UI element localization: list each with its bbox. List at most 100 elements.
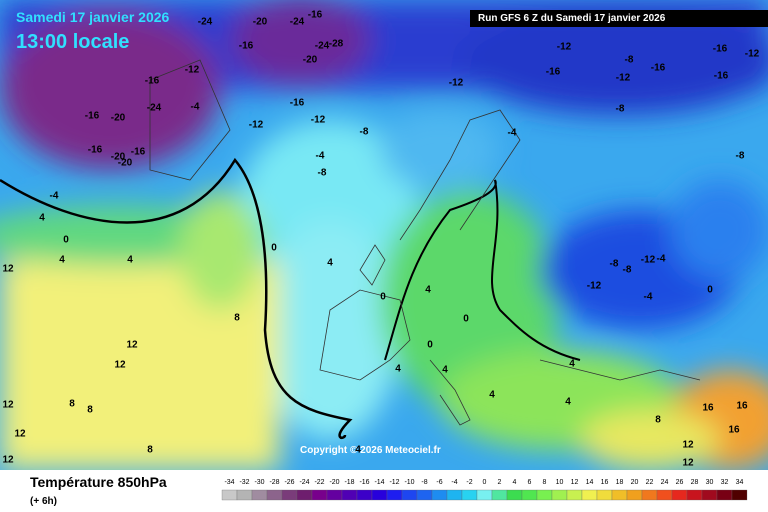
legend-swatch: [461, 489, 478, 501]
contour-label: 0: [707, 285, 713, 296]
contour-label: 12: [14, 429, 26, 440]
contour-label: -20: [111, 152, 126, 163]
contour-label: -8: [318, 168, 327, 179]
contour-label: 8: [87, 405, 93, 416]
contour-label: 8: [655, 415, 661, 426]
contour-label: -16: [308, 10, 323, 21]
contour-label: -16: [85, 111, 100, 122]
contour-label: -12: [641, 255, 656, 266]
legend-swatch: [341, 489, 358, 501]
contour-label: 0: [463, 314, 469, 325]
legend-label: 24: [661, 479, 669, 486]
legend-label: 26: [676, 479, 684, 486]
contour-label: -12: [449, 78, 464, 89]
contour-label: -16: [131, 147, 146, 158]
legend-label: 30: [706, 479, 714, 486]
contour-label: -12: [311, 115, 326, 126]
legend-label: -26: [284, 479, 294, 486]
legend-label: -24: [299, 479, 309, 486]
contour-label: 8: [69, 399, 75, 410]
contour-label: 4: [489, 390, 495, 401]
contour-label: 16: [702, 403, 714, 414]
legend-label: 28: [691, 479, 699, 486]
contour-label: -16: [239, 41, 254, 52]
contour-label: 0: [63, 235, 69, 246]
legend-label: 14: [586, 479, 594, 486]
legend-label: 0: [483, 479, 487, 486]
legend-swatch: [221, 489, 238, 501]
contour-label: -4: [191, 102, 200, 113]
contour-label: 16: [736, 401, 748, 412]
contour-label: 4: [425, 285, 431, 296]
lead-time: (+ 6h): [30, 496, 57, 507]
copyright: Copyright © 2026 Meteociel.fr: [300, 445, 441, 456]
legend-label: 12: [571, 479, 579, 486]
legend-swatch: [716, 489, 733, 501]
legend-swatch: [251, 489, 268, 501]
legend-swatch: [446, 489, 463, 501]
contour-label: 4: [39, 213, 45, 224]
legend-label: 8: [543, 479, 547, 486]
contour-label: -4: [316, 151, 325, 162]
legend-label: -16: [359, 479, 369, 486]
run-box: [470, 10, 768, 27]
contour-label: 12: [126, 340, 138, 351]
legend-swatch: [296, 489, 313, 501]
legend-swatch: [356, 489, 373, 501]
contour-label: 4: [327, 258, 333, 269]
contour-label: -24: [315, 41, 330, 52]
contour-label: -12: [587, 281, 602, 292]
contour-label: -4: [50, 191, 59, 202]
contour-label: -4: [644, 292, 653, 303]
contour-label: 8: [147, 445, 153, 456]
contour-label: 12: [2, 400, 14, 411]
contour-label: -16: [713, 44, 728, 55]
legend-swatch: [566, 489, 583, 501]
contour-label: -4: [657, 254, 666, 265]
contour-label: -12: [249, 120, 264, 131]
contour-label: 4: [59, 255, 65, 266]
legend-swatch: [401, 489, 418, 501]
contour-label: -20: [303, 55, 318, 66]
legend-swatch: [731, 489, 748, 501]
contour-label: -20: [118, 158, 133, 169]
legend-label: -20: [329, 479, 339, 486]
legend-label: -6: [436, 479, 442, 486]
contour-label: 4: [395, 364, 401, 375]
legend-label: 10: [556, 479, 564, 486]
legend-label: 32: [721, 479, 729, 486]
contour-label: -12: [745, 49, 760, 60]
legend-swatch: [581, 489, 598, 501]
legend-swatch: [311, 489, 328, 501]
legend-swatch: [626, 489, 643, 501]
contour-label: 4: [569, 359, 575, 370]
time: 13:00 locale: [16, 31, 129, 53]
legend-label: -34: [224, 479, 234, 486]
contour-label: -24: [147, 103, 162, 114]
legend-label: 20: [631, 479, 639, 486]
contour-label: -16: [88, 145, 103, 156]
legend-label: 22: [646, 479, 654, 486]
contour-label: -8: [616, 104, 625, 115]
legend-label: -30: [254, 479, 264, 486]
legend-label: 4: [513, 479, 517, 486]
contour-label: -12: [185, 65, 200, 76]
legend-swatch: [326, 489, 343, 501]
contour-label: 12: [682, 458, 694, 469]
legend-swatch: [686, 489, 703, 501]
contour-label: -20: [111, 113, 126, 124]
legend-swatch: [671, 489, 688, 501]
legend-label: -10: [404, 479, 414, 486]
legend-label: -12: [389, 479, 399, 486]
contour-label: 12: [682, 440, 694, 451]
contour-label: 8: [234, 313, 240, 324]
contour-label: -28: [329, 39, 344, 50]
legend-swatch: [536, 489, 553, 501]
contour-label: 4: [565, 397, 571, 408]
contour-label: -24: [290, 17, 305, 28]
legend-swatch: [431, 489, 448, 501]
date: Samedi 17 janvier 2026: [16, 9, 170, 25]
contour-label: 0: [380, 292, 386, 303]
contour-label: 4: [355, 445, 361, 456]
